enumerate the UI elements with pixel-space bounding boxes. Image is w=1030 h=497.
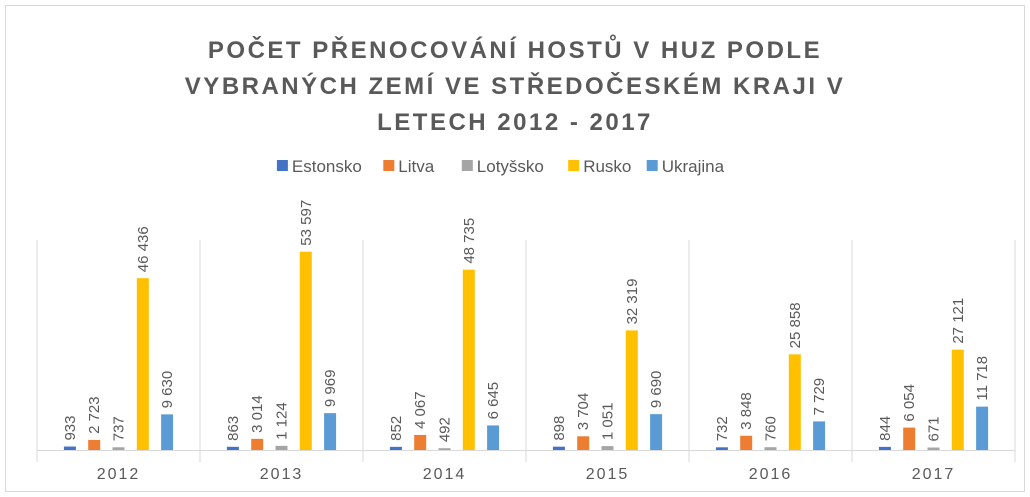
data-label: 898: [551, 416, 568, 441]
bar: [764, 447, 777, 450]
legend-label: Ukrajina: [662, 157, 725, 176]
x-tick-label: 2014: [423, 466, 467, 483]
legend-label: Rusko: [583, 157, 631, 176]
chart-title: LETECH 2012 - 2017: [377, 109, 653, 136]
data-label: 3 014: [249, 395, 266, 433]
bar: [414, 434, 427, 450]
x-tick-label: 2017: [912, 466, 956, 483]
data-label: 25 858: [787, 302, 804, 348]
data-label: 1 124: [274, 402, 291, 440]
x-tick-label: 2012: [97, 466, 141, 483]
bar: [976, 406, 989, 450]
bar: [927, 447, 940, 450]
data-label: 6 054: [901, 384, 918, 422]
data-label: 48 735: [461, 218, 478, 264]
legend-label: Litva: [398, 157, 434, 176]
bar: [462, 269, 475, 450]
bar: [63, 446, 76, 450]
bar: [813, 421, 826, 450]
data-label: 9 969: [322, 370, 339, 408]
x-tick-label: 2013: [260, 466, 304, 483]
bar: [324, 413, 337, 450]
data-label: 9 690: [648, 371, 665, 409]
bar: [112, 447, 125, 450]
data-label: 760: [763, 416, 780, 441]
data-label: 863: [225, 416, 242, 441]
bar: [299, 251, 312, 450]
data-label: 844: [877, 416, 894, 441]
data-label: 6 645: [485, 382, 502, 420]
data-label: 46 436: [135, 226, 152, 272]
bar: [389, 446, 402, 450]
legend-swatch: [461, 160, 473, 171]
x-tick-label: 2016: [749, 466, 793, 483]
data-label: 4 067: [412, 391, 429, 429]
bar: [903, 427, 916, 450]
legend-swatch: [276, 160, 288, 171]
bar: [251, 438, 264, 450]
bar: [625, 330, 638, 450]
bar: [552, 446, 565, 450]
bar: [878, 446, 891, 450]
bar: [788, 354, 801, 450]
bar: [951, 349, 964, 450]
bar: [438, 448, 451, 450]
data-label: 3 704: [575, 393, 592, 431]
chart-border: [5, 5, 1025, 492]
data-label: 1 051: [600, 403, 617, 441]
bar: [715, 447, 728, 450]
legend-label: Lotyšsko: [477, 157, 544, 176]
chart-title: VYBRANÝCH ZEMÍ VE STŘEDOČESKÉM KRAJI V: [185, 72, 845, 100]
data-label: 27 121: [950, 298, 967, 344]
bar: [161, 414, 174, 450]
data-label: 732: [714, 416, 731, 441]
data-label: 9 630: [159, 371, 176, 409]
bar: [601, 446, 614, 450]
data-label: 11 718: [974, 356, 991, 401]
x-tick-label: 2015: [586, 466, 630, 483]
bar: [740, 435, 753, 450]
data-label: 2 723: [86, 396, 103, 434]
chart-title: POČET PŘENOCOVÁNÍ HOSTŮ V HUZ PODLE: [208, 34, 822, 64]
legend-swatch: [383, 160, 395, 171]
data-label: 53 597: [298, 200, 315, 246]
data-label: 933: [62, 416, 79, 441]
data-label: 7 729: [811, 378, 828, 416]
bar: [275, 445, 288, 450]
data-label: 3 848: [738, 392, 755, 430]
data-label: 32 319: [624, 279, 641, 325]
bar: [487, 425, 500, 450]
legend-label: Estonsko: [292, 157, 362, 176]
bar: [88, 439, 101, 450]
data-label: 671: [926, 416, 943, 441]
bar: [226, 446, 239, 450]
legend-swatch: [646, 160, 658, 171]
data-label: 852: [388, 416, 405, 441]
bar: [136, 278, 149, 450]
bar: [577, 436, 590, 450]
data-label: 737: [111, 416, 128, 441]
legend-swatch: [568, 160, 580, 171]
data-label: 492: [437, 417, 454, 442]
bar: [650, 414, 663, 450]
